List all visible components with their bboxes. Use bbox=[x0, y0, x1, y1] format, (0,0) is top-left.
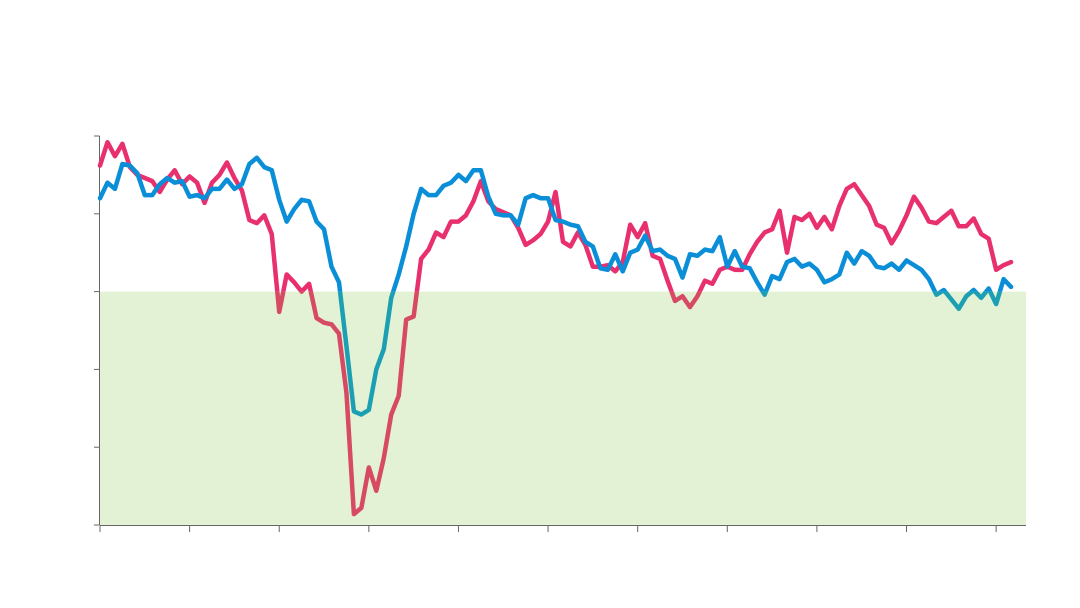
axes bbox=[94, 135, 1026, 532]
series-1-line-above bbox=[97, 139, 1014, 292]
below-threshold-region bbox=[100, 291, 1026, 525]
series-2-line-above bbox=[97, 155, 1014, 292]
series-layer bbox=[97, 139, 1014, 517]
